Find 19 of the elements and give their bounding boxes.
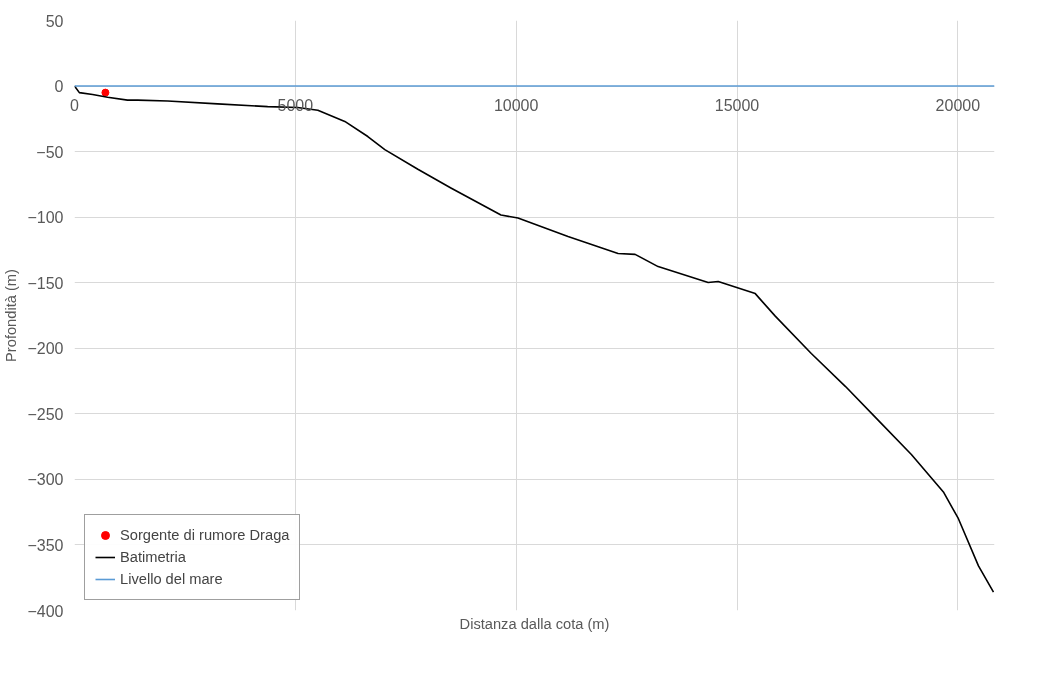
y-axis-title: Profondità (m) [3,269,20,362]
y-tick-label: −250 [27,405,64,423]
y-tick-label: −400 [27,602,64,620]
legend-label: Batimetria [120,549,186,565]
x-tick-label: 15000 [714,96,760,114]
y-tick-label: −100 [27,209,64,227]
y-tick-label: −300 [27,471,64,489]
x-tick-label: 20000 [935,96,981,114]
legend-label: Livello del mare [120,571,223,587]
y-tick-label: −50 [36,143,64,161]
legend-label: Sorgente di rumore Draga [120,527,290,543]
y-tick-label: 50 [45,12,64,30]
y-tick-label: 0 [54,78,64,96]
y-tick-label: −200 [27,340,64,358]
x-axis-title: Distanza dalla cota (m) [459,615,610,632]
y-tick-label: −350 [27,536,64,554]
y-tick-label: −150 [27,274,64,292]
x-tick-label: 10000 [493,96,539,114]
x-tick-label: 0 [70,96,80,114]
